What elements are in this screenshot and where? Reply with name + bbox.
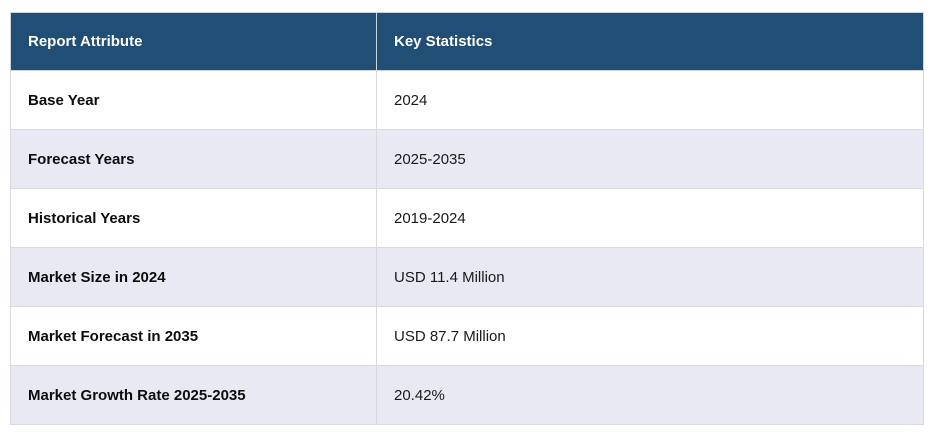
- statistic-cell-base-year: 2024: [376, 70, 924, 130]
- attribute-cell-historical-years: Historical Years: [10, 188, 377, 248]
- report-attributes-table: Report Attribute Key Statistics Base Yea…: [10, 12, 924, 425]
- table-row: Market Size in 2024 USD 11.4 Million: [10, 247, 924, 307]
- table-row: Base Year 2024: [10, 70, 924, 130]
- table-header-row: Report Attribute Key Statistics: [10, 12, 924, 71]
- attribute-cell-base-year: Base Year: [10, 70, 377, 130]
- column-header-key-statistics: Key Statistics: [376, 12, 924, 71]
- table-row: Market Forecast in 2035 USD 87.7 Million: [10, 306, 924, 366]
- table-row: Market Growth Rate 2025-2035 20.42%: [10, 365, 924, 425]
- statistic-cell-historical-years: 2019-2024: [376, 188, 924, 248]
- table-row: Forecast Years 2025-2035: [10, 129, 924, 189]
- statistic-cell-market-size: USD 11.4 Million: [376, 247, 924, 307]
- statistic-cell-growth-rate: 20.42%: [376, 365, 924, 425]
- attribute-cell-market-forecast: Market Forecast in 2035: [10, 306, 377, 366]
- statistic-cell-forecast-years: 2025-2035: [376, 129, 924, 189]
- attribute-cell-growth-rate: Market Growth Rate 2025-2035: [10, 365, 377, 425]
- table-row: Historical Years 2019-2024: [10, 188, 924, 248]
- statistic-cell-market-forecast: USD 87.7 Million: [376, 306, 924, 366]
- attribute-cell-market-size: Market Size in 2024: [10, 247, 377, 307]
- column-header-report-attribute: Report Attribute: [10, 12, 377, 71]
- attribute-cell-forecast-years: Forecast Years: [10, 129, 377, 189]
